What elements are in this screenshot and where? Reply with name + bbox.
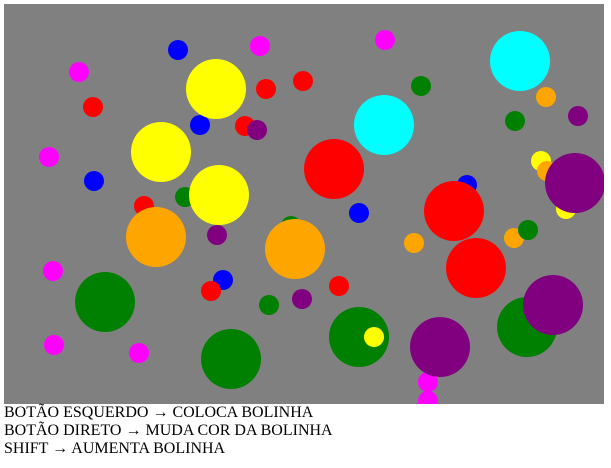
magenta-ball[interactable] — [44, 335, 64, 355]
magenta-ball[interactable] — [375, 30, 395, 50]
yellow-ball[interactable] — [364, 327, 384, 347]
cyan-ball[interactable] — [490, 31, 550, 91]
purple-ball[interactable] — [523, 275, 583, 335]
yellow-ball[interactable] — [189, 165, 249, 225]
green-ball[interactable] — [75, 272, 135, 332]
magenta-ball[interactable] — [129, 343, 149, 363]
green-ball[interactable] — [505, 111, 525, 131]
orange-ball[interactable] — [404, 233, 424, 253]
purple-ball[interactable] — [247, 120, 267, 140]
magenta-ball[interactable] — [418, 391, 438, 404]
yellow-ball[interactable] — [131, 122, 191, 182]
purple-ball[interactable] — [545, 153, 604, 213]
green-ball[interactable] — [411, 76, 431, 96]
red-ball[interactable] — [293, 71, 313, 91]
red-ball[interactable] — [329, 276, 349, 296]
red-ball[interactable] — [83, 97, 103, 117]
green-ball[interactable] — [201, 329, 261, 389]
blue-ball[interactable] — [190, 115, 210, 135]
red-ball[interactable] — [424, 181, 484, 241]
purple-ball[interactable] — [292, 289, 312, 309]
magenta-ball[interactable] — [43, 261, 63, 281]
blue-ball[interactable] — [168, 40, 188, 60]
red-ball[interactable] — [304, 139, 364, 199]
green-ball[interactable] — [329, 307, 389, 367]
yellow-ball[interactable] — [186, 59, 246, 119]
magenta-ball[interactable] — [39, 147, 59, 167]
magenta-ball[interactable] — [69, 62, 89, 82]
drawing-canvas[interactable] — [4, 4, 604, 404]
instruction-shift: SHIFT → AUMENTA BOLINHA — [4, 440, 226, 457]
red-ball[interactable] — [446, 238, 506, 298]
purple-ball[interactable] — [410, 317, 470, 377]
purple-ball[interactable] — [568, 106, 588, 126]
magenta-ball[interactable] — [250, 36, 270, 56]
red-ball[interactable] — [256, 79, 276, 99]
orange-ball[interactable] — [126, 207, 186, 267]
green-ball[interactable] — [518, 220, 538, 240]
blue-ball[interactable] — [349, 203, 369, 223]
magenta-ball[interactable] — [418, 372, 438, 392]
purple-ball[interactable] — [207, 225, 227, 245]
orange-ball[interactable] — [265, 219, 325, 279]
red-ball[interactable] — [201, 281, 221, 301]
instruction-left-click: BOTÃO ESQUERDO → COLOCA BOLINHA — [4, 404, 314, 421]
blue-ball[interactable] — [84, 171, 104, 191]
instruction-right-click: BOTÃO DIRETO → MUDA COR DA BOLINHA — [4, 422, 333, 439]
balls-layer — [39, 30, 604, 404]
orange-ball[interactable] — [536, 87, 556, 107]
cyan-ball[interactable] — [354, 95, 414, 155]
instructions: BOTÃO ESQUERDO → COLOCA BOLINHA BOTÃO DI… — [4, 404, 604, 458]
green-ball[interactable] — [259, 295, 279, 315]
